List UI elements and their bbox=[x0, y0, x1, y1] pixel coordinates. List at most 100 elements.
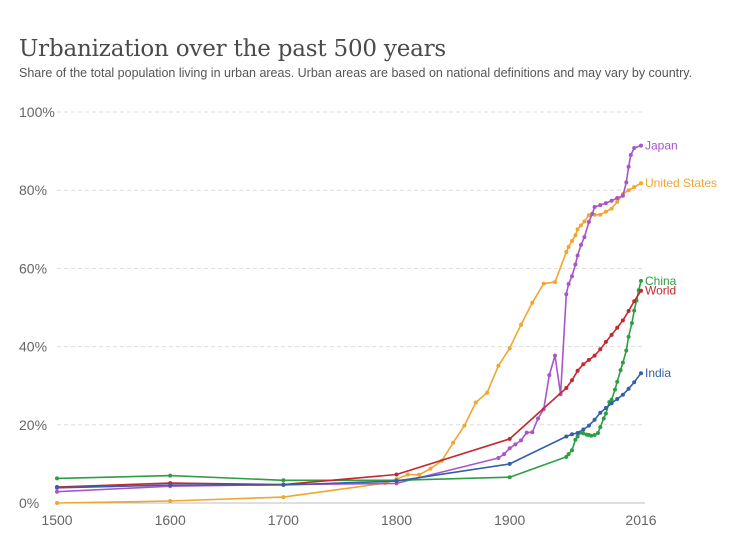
data-point-japan bbox=[620, 193, 625, 198]
data-point-china bbox=[620, 360, 625, 365]
data-point-japan bbox=[639, 143, 643, 148]
data-point-united-states bbox=[566, 244, 571, 249]
data-point-japan bbox=[624, 180, 629, 185]
data-point-china bbox=[632, 308, 637, 313]
x-axis-ticks: 1500 1600 1700 1800 1900 2016 bbox=[41, 512, 656, 528]
data-point-japan bbox=[547, 373, 552, 378]
data-point-japan bbox=[507, 446, 512, 451]
y-tick-label: 80% bbox=[19, 182, 47, 198]
data-point-world bbox=[507, 436, 512, 441]
chart-subtitle: Share of the total population living in … bbox=[19, 66, 693, 80]
data-point-world bbox=[626, 309, 631, 313]
data-point-india bbox=[609, 401, 614, 406]
data-point-japan bbox=[615, 196, 620, 200]
data-point-japan bbox=[609, 198, 614, 203]
data-point-world bbox=[586, 357, 591, 362]
data-point-china bbox=[626, 334, 631, 339]
data-point-japan bbox=[590, 211, 595, 216]
series-label-world: World bbox=[645, 284, 676, 298]
data-point-india bbox=[394, 479, 399, 484]
series-label-japan: Japan bbox=[645, 139, 678, 153]
data-point-china bbox=[575, 434, 580, 439]
data-point-china bbox=[592, 433, 597, 437]
series-label-china: China bbox=[645, 274, 677, 288]
data-point-world bbox=[615, 325, 620, 330]
data-point-china bbox=[281, 478, 286, 483]
data-point-japan bbox=[564, 292, 569, 297]
data-point-united-states bbox=[573, 233, 578, 238]
data-point-china bbox=[624, 348, 629, 353]
data-point-japan bbox=[603, 201, 608, 206]
data-point-india bbox=[168, 483, 173, 487]
data-point-united-states bbox=[451, 440, 456, 445]
y-axis-ticks: 0% 20% 40% 60% 80% 100% bbox=[19, 104, 55, 511]
x-tick-label: 1700 bbox=[268, 512, 299, 528]
data-point-world bbox=[575, 368, 580, 373]
data-point-united-states bbox=[519, 322, 523, 327]
data-point-china bbox=[589, 433, 594, 438]
data-point-china bbox=[609, 397, 614, 402]
data-point-united-states bbox=[473, 400, 478, 405]
data-point-world bbox=[632, 299, 637, 304]
y-tick-label: 100% bbox=[19, 104, 55, 120]
data-point-china bbox=[55, 476, 59, 481]
data-point-india bbox=[639, 371, 643, 376]
data-point-world bbox=[620, 318, 625, 323]
data-point-united-states bbox=[281, 495, 286, 500]
series-line-india bbox=[56, 372, 642, 489]
data-point-china bbox=[573, 437, 578, 442]
data-point-united-states bbox=[530, 300, 535, 305]
data-point-united-states bbox=[570, 239, 574, 243]
data-point-japan bbox=[628, 153, 633, 157]
data-point-united-states bbox=[579, 223, 583, 228]
data-point-japan bbox=[536, 416, 540, 421]
series-line-world bbox=[56, 290, 642, 488]
data-point-japan bbox=[55, 489, 59, 494]
data-point-united-states bbox=[598, 212, 603, 217]
data-point-japan bbox=[575, 253, 580, 258]
x-tick-label: 1800 bbox=[381, 512, 412, 528]
data-point-japan bbox=[592, 205, 597, 209]
series-label-india: India bbox=[645, 366, 671, 380]
series-line-united-states bbox=[56, 182, 642, 504]
data-point-world bbox=[570, 378, 574, 383]
data-point-india bbox=[581, 427, 586, 432]
data-point-china bbox=[603, 411, 608, 416]
data-point-india bbox=[281, 483, 286, 487]
data-point-world bbox=[581, 362, 586, 367]
data-point-china bbox=[581, 431, 586, 436]
data-point-china bbox=[566, 452, 571, 457]
y-tick-label: 60% bbox=[19, 260, 47, 276]
data-point-japan bbox=[632, 146, 637, 150]
data-point-japan bbox=[573, 262, 578, 267]
y-tick-label: 40% bbox=[19, 339, 47, 355]
data-point-japan bbox=[496, 456, 501, 460]
data-point-india bbox=[586, 423, 591, 428]
data-point-india bbox=[603, 406, 608, 410]
data-point-united-states bbox=[55, 501, 59, 505]
data-point-united-states bbox=[575, 227, 580, 232]
x-tick-label: 2016 bbox=[625, 512, 656, 528]
data-point-united-states bbox=[603, 209, 608, 214]
x-tick-label: 1600 bbox=[155, 512, 186, 528]
data-point-united-states bbox=[639, 181, 643, 186]
data-point-china bbox=[639, 278, 643, 283]
data-point-japan bbox=[513, 442, 518, 447]
data-point-world bbox=[639, 288, 643, 293]
data-point-india bbox=[626, 386, 631, 391]
series-line-china bbox=[56, 280, 642, 482]
data-point-japan bbox=[530, 430, 535, 435]
data-point-united-states bbox=[626, 188, 631, 193]
data-point-united-states bbox=[582, 219, 587, 224]
y-tick-label: 20% bbox=[19, 417, 47, 433]
data-point-china bbox=[613, 387, 617, 392]
data-point-india bbox=[598, 410, 603, 415]
data-point-japan bbox=[598, 203, 603, 208]
data-point-china bbox=[507, 475, 512, 480]
series-lines bbox=[55, 143, 643, 505]
data-point-china bbox=[615, 379, 620, 384]
data-point-united-states bbox=[507, 346, 512, 351]
data-point-india bbox=[570, 432, 574, 437]
data-point-united-states bbox=[168, 499, 173, 503]
